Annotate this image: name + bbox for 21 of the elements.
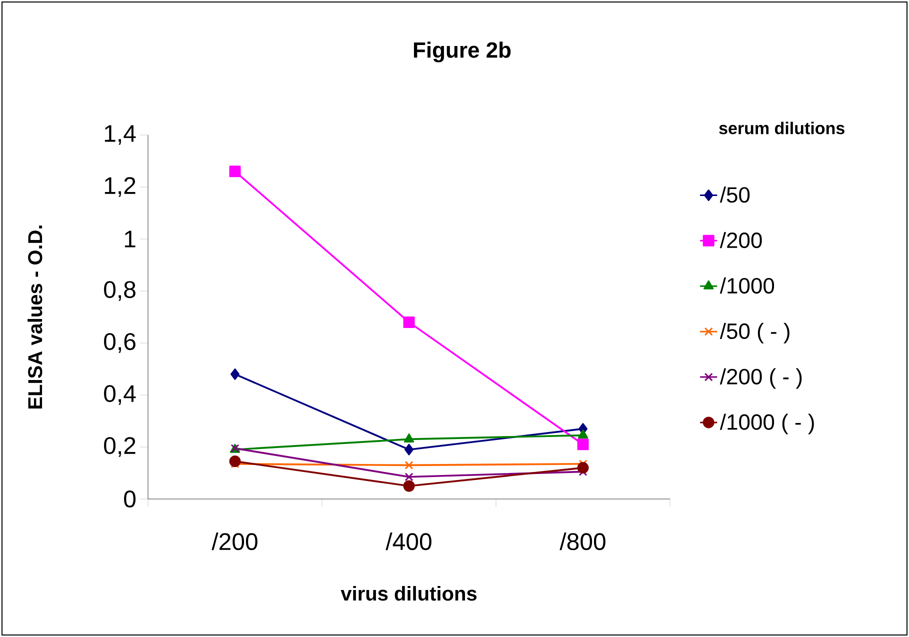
y-tick-label: 0,8 [104,281,136,301]
legend-label: /200 [720,232,762,248]
y-tick-label: 0,2 [104,437,136,457]
legend-label: /50 ( - ) [720,322,790,344]
y-axis-title: ELISA values - O.D. [28,226,42,408]
y-tick-label: 0 [124,490,136,508]
y-tick-label: 1,2 [104,177,136,197]
chart-title: Figure 2b [414,42,511,62]
y-tick-label: 1 [124,230,136,248]
y-tick-label: 0,6 [104,333,136,353]
y-tick-label: 0,4 [104,385,136,405]
x-tick-label: /800 [560,532,606,550]
x-tick-label: /200 [212,532,258,550]
y-tick-label: 1,4 [104,125,136,145]
legend-title: serum dilutions [719,122,844,134]
legend-label: /50 [720,186,750,203]
legend-label: /200 ( - ) [720,368,802,389]
legend-label: /1000 [720,277,774,294]
legend-label: /1000 ( - ) [720,414,814,434]
x-axis-title: virus dilutions [340,586,477,601]
x-tick-label: /400 [386,532,432,550]
